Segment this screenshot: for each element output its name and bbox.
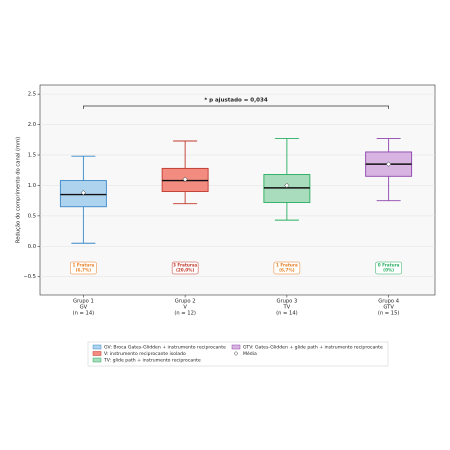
group-code: GTV xyxy=(383,305,394,311)
fracture-label: (6,7%) xyxy=(279,268,295,273)
y-tick-label: 2.5 xyxy=(28,92,36,98)
y-tick-label: 0.5 xyxy=(28,213,36,219)
significance-bracket xyxy=(83,105,389,109)
legend-label: GV: Broca Gates-Glidden + instrumento re… xyxy=(104,345,226,351)
fracture-label: 3 Fraturas xyxy=(173,262,198,267)
legend-swatch xyxy=(92,357,102,363)
x-tick-label: Grupo 4 xyxy=(378,299,400,305)
fracture-label: (6,7%) xyxy=(76,268,92,273)
y-tick-label: 2.0 xyxy=(28,122,36,128)
fracture-box xyxy=(375,261,402,275)
mean-marker xyxy=(182,176,188,183)
legend-label: TV: glide path + instrumento reciprocant… xyxy=(103,358,201,364)
legend-label: V: instrumento reciprocante isolado xyxy=(104,351,186,357)
y-tick-label: 0.0 xyxy=(28,244,36,250)
fracture-label: (0%) xyxy=(383,268,394,273)
x-tick-label: Grupo 2 xyxy=(175,299,196,305)
fracture-box xyxy=(70,261,97,275)
fracture-box xyxy=(171,261,199,275)
group-size: (n = 14) xyxy=(73,311,95,317)
y-tick-label: 1.5 xyxy=(28,153,36,159)
fracture-label: 1 Fratura xyxy=(276,262,298,267)
fracture-label: 1 Fratura xyxy=(73,262,95,267)
group-size: (n = 12) xyxy=(174,311,196,317)
mean-marker xyxy=(80,190,87,196)
group-size: (n = 15) xyxy=(378,311,400,317)
legend-swatch xyxy=(231,344,241,350)
group-code: GV xyxy=(80,305,88,311)
y-axis-label: Redução do comprimento do canal (mm) xyxy=(16,137,22,243)
legend-swatch xyxy=(92,351,102,356)
y-tick-label: −0.5 xyxy=(23,274,36,280)
mean-marker xyxy=(284,182,290,189)
group-size: (n = 14) xyxy=(276,311,298,317)
legend-mean-marker xyxy=(233,351,239,356)
fracture-box xyxy=(273,261,301,275)
x-tick-label: Grupo 3 xyxy=(276,299,297,305)
legend-label: GTV: Gates-Glidden + glide path + instru… xyxy=(243,345,383,351)
legend-swatch xyxy=(92,344,102,350)
group-code: TV xyxy=(283,305,291,311)
y-tick-label: 1.0 xyxy=(28,183,36,189)
fracture-label: (20,0%) xyxy=(176,268,194,273)
legend-label: Média xyxy=(243,350,257,357)
x-tick-label: Grupo 1 xyxy=(73,299,94,305)
group-code: V xyxy=(183,305,187,311)
mean-marker xyxy=(385,161,392,167)
fracture-label: 0 Fratura xyxy=(378,262,400,267)
significance-label: * p ajustado = 0,034 xyxy=(204,98,267,104)
